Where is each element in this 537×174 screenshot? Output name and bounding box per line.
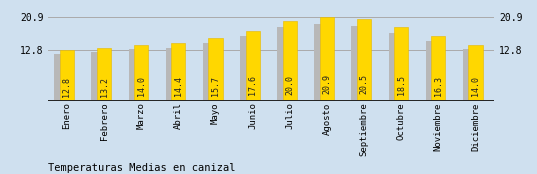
Bar (277, 27, 291, 101)
Bar (91, 52, 106, 101)
Bar (60, 50, 74, 101)
Bar (282, 21, 297, 101)
Bar (463, 49, 477, 101)
Text: 12.8: 12.8 (62, 77, 71, 97)
Text: 15.7: 15.7 (211, 76, 220, 96)
Text: 14.4: 14.4 (174, 76, 183, 96)
Bar (314, 24, 329, 101)
Bar (389, 33, 403, 101)
Text: 17.6: 17.6 (248, 75, 257, 95)
Bar (426, 41, 440, 101)
Bar (468, 45, 483, 101)
Text: 18.5: 18.5 (397, 75, 405, 95)
Bar (97, 48, 111, 101)
Bar (320, 17, 334, 101)
Bar (357, 19, 371, 101)
Bar (351, 26, 366, 101)
Text: 20.0: 20.0 (285, 74, 294, 94)
Text: 16.3: 16.3 (434, 76, 443, 96)
Text: 20.9: 20.9 (322, 74, 331, 94)
Text: 14.0: 14.0 (137, 76, 146, 96)
Bar (208, 38, 222, 101)
Bar (166, 48, 180, 101)
Text: 13.2: 13.2 (99, 77, 108, 97)
Text: Temperaturas Medias en canizal: Temperaturas Medias en canizal (48, 163, 236, 173)
Bar (431, 36, 445, 101)
Bar (128, 49, 143, 101)
Text: 20.5: 20.5 (360, 74, 368, 94)
Bar (394, 27, 408, 101)
Bar (203, 43, 217, 101)
Bar (245, 31, 260, 101)
Bar (240, 36, 254, 101)
Bar (171, 43, 185, 101)
Text: 14.0: 14.0 (471, 76, 480, 96)
Bar (134, 45, 148, 101)
Bar (54, 54, 68, 101)
